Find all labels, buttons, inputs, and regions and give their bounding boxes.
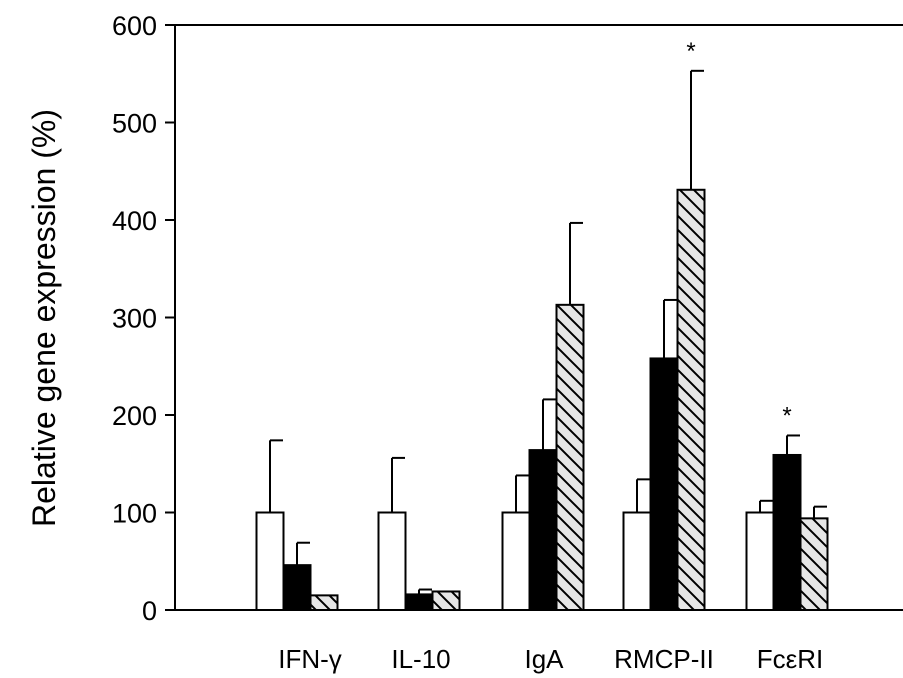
bar	[309, 594, 339, 611]
bar	[745, 511, 775, 611]
bar	[431, 590, 461, 611]
bar	[501, 511, 531, 611]
bar	[772, 453, 802, 611]
category-label: IL-10	[391, 644, 450, 674]
bar	[528, 449, 558, 611]
y-tick-label: 400	[112, 206, 157, 236]
significance-marker: *	[686, 38, 695, 65]
y-tick-label: 100	[112, 499, 157, 529]
y-tick-label: 500	[112, 109, 157, 139]
y-tick-label: 300	[112, 304, 157, 334]
bar	[404, 593, 434, 612]
bar	[377, 511, 407, 611]
significance-marker: *	[782, 402, 791, 429]
bar	[676, 188, 706, 611]
category-label: FcεRI	[757, 644, 823, 674]
y-tick-label: 600	[112, 11, 157, 41]
bar	[622, 511, 652, 611]
bar	[282, 564, 312, 612]
y-axis-label: Relative gene expression (%)	[26, 109, 62, 527]
bar	[255, 511, 285, 611]
category-label: IgA	[524, 644, 564, 674]
category-label: IFN-γ	[278, 644, 342, 674]
bar	[649, 357, 679, 612]
bar	[799, 517, 829, 611]
y-tick-label: 200	[112, 401, 157, 431]
plot-area: 0 100 200 300 400 500 600 IFN-γ IL-10 IgA RMCP-II F…	[112, 11, 903, 674]
category-label: RMCP-II	[614, 644, 714, 674]
y-tick-label: 0	[142, 596, 157, 626]
bar	[555, 303, 585, 611]
